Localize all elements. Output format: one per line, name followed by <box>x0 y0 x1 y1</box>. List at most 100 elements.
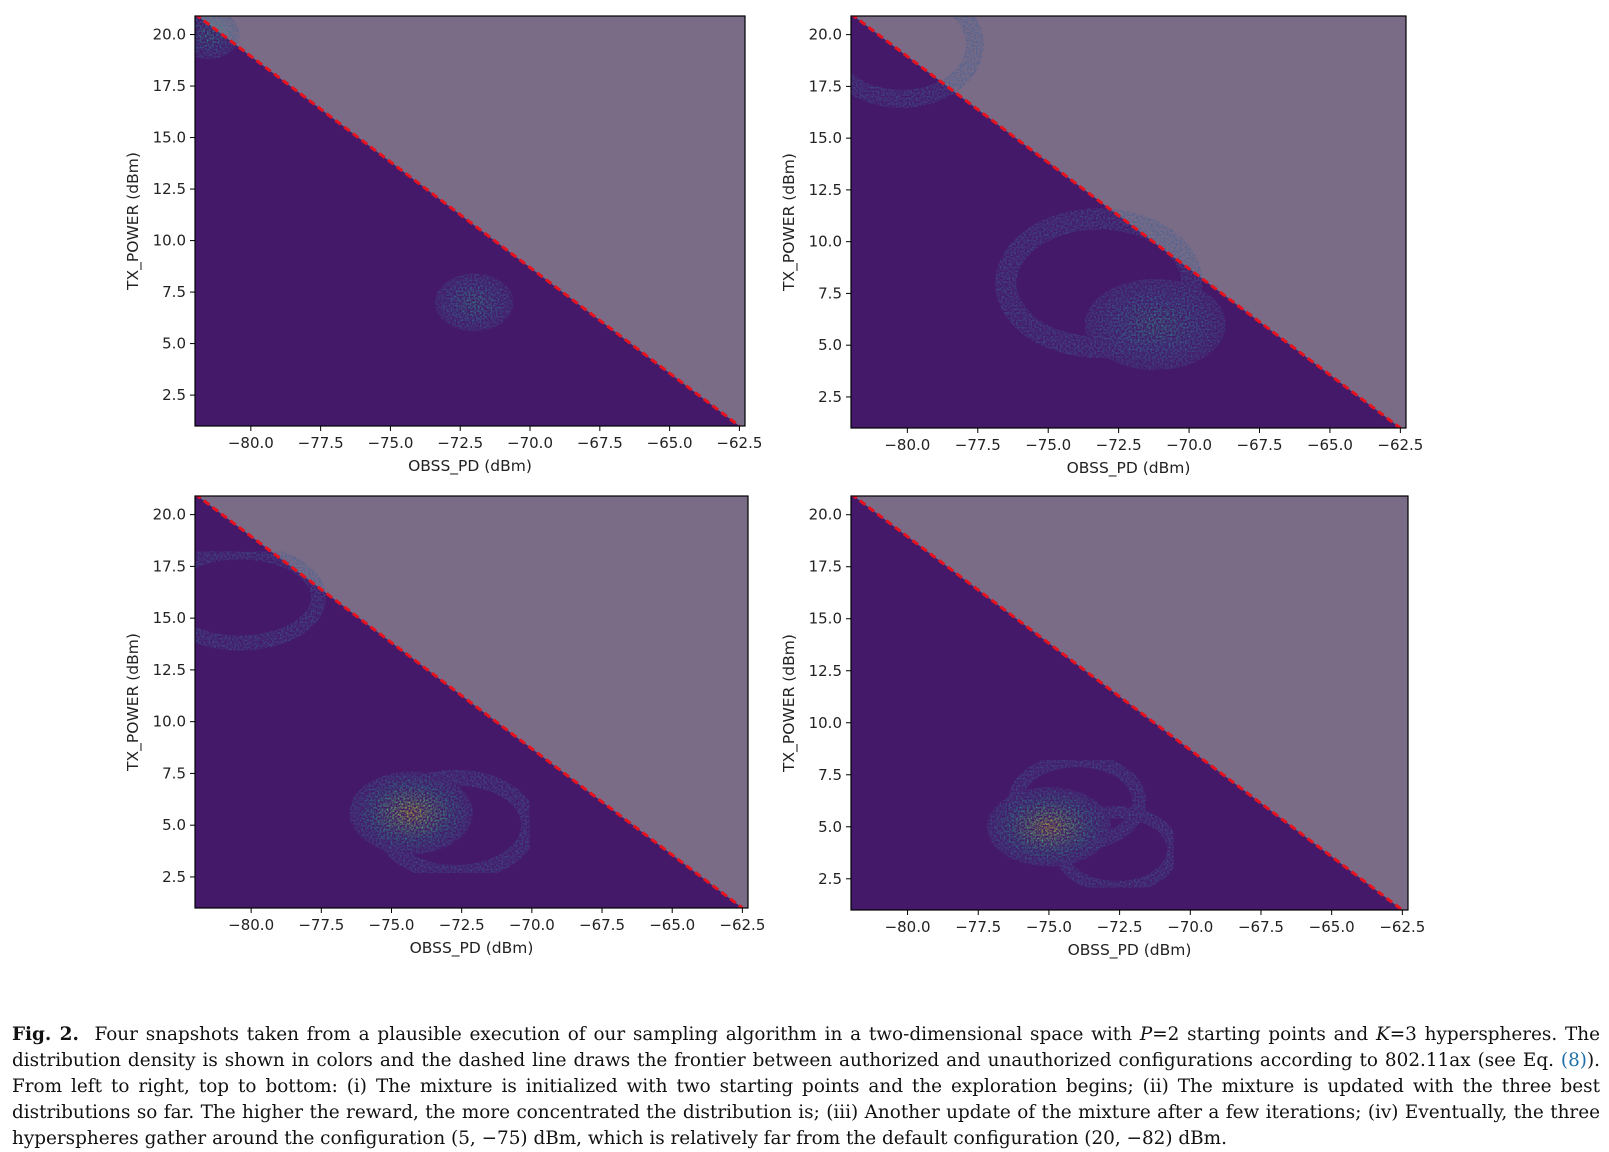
distribution-blob-1 <box>195 16 240 60</box>
x-tick-label: −75.0 <box>369 916 415 934</box>
y-tick-label: 5.0 <box>818 818 842 836</box>
x-tick-label: −75.0 <box>1025 436 1071 454</box>
y-tick-label: 5.0 <box>162 335 186 353</box>
equation-link[interactable]: (8) <box>1560 1050 1587 1071</box>
plot-area <box>851 496 1408 910</box>
density-layer <box>986 753 1180 894</box>
caption-p-var: P <box>1139 1024 1153 1045</box>
x-tick-label: −70.0 <box>1166 436 1212 454</box>
axes-frame <box>850 15 1407 429</box>
x-tick-label: −65.0 <box>649 916 695 934</box>
y-tick-label: 15.0 <box>809 610 842 628</box>
chart-panel-4: −80.0 −77.5 −75.0 −72.5 −70.0 −67.5 −65.0 −62.5… <box>780 495 1425 960</box>
axes-frame <box>194 15 746 427</box>
frontier-line <box>195 16 741 426</box>
x-tick-label: −80.0 <box>885 918 931 936</box>
distribution-blob-3 <box>986 787 1112 867</box>
x-tick-label: −67.5 <box>1238 918 1284 936</box>
x-tick-label: −77.5 <box>955 918 1001 936</box>
frontier-line <box>851 496 1404 910</box>
y-axis-label: TX_POWER (dBm) <box>124 152 143 291</box>
y-tick-label: 20.0 <box>153 506 186 524</box>
caption-label: Fig. 2. <box>12 1024 79 1045</box>
x-tick-label: −65.0 <box>1307 436 1353 454</box>
distribution-blob-3 <box>1084 278 1226 371</box>
y-tick-label: 12.5 <box>809 662 842 680</box>
distribution-ring-1 <box>195 544 327 651</box>
plot-area <box>195 496 748 908</box>
x-tick-label: −80.0 <box>884 436 930 454</box>
x-tick-label: −75.0 <box>1026 918 1072 936</box>
x-tick-label: −62.5 <box>1377 436 1423 454</box>
density-layer <box>195 544 537 881</box>
x-tick-label: −62.5 <box>1379 918 1425 936</box>
y-tick-label: 20.0 <box>809 26 842 44</box>
y-tick-label: 7.5 <box>162 764 186 782</box>
axes-frame <box>194 495 749 909</box>
y-tick-label: 2.5 <box>818 388 842 406</box>
y-tick-label: 15.0 <box>809 129 842 147</box>
distribution-blob-2 <box>435 273 514 332</box>
unauthorized-region <box>197 496 748 908</box>
plot-area <box>851 16 1406 428</box>
y-tick-label: 15.0 <box>153 129 186 147</box>
x-tick-label: −67.5 <box>1237 436 1283 454</box>
y-tick-label: 12.5 <box>809 181 842 199</box>
density-layer <box>195 16 514 332</box>
x-tick-label: −65.0 <box>1309 918 1355 936</box>
y-tick-label: 7.5 <box>818 284 842 302</box>
caption-k-val: =3 hyperspheres. The distribution densit… <box>12 1024 1601 1071</box>
y-tick-label: 2.5 <box>818 870 842 888</box>
y-tick-label: 2.5 <box>162 868 186 886</box>
y-tick-label: 10.0 <box>153 713 186 731</box>
y-tick-label: 10.0 <box>153 232 186 250</box>
axes-frame <box>850 495 1409 911</box>
frontier-line <box>851 16 1402 428</box>
chart-panel-2: −80.0 −77.5 −75.0 −72.5 −70.0 −67.5 −65.0 −62.5… <box>780 15 1423 478</box>
x-tick-label: −80.0 <box>228 434 274 452</box>
y-tick-label: 12.5 <box>153 661 186 679</box>
y-tick-label: 15.0 <box>153 609 186 627</box>
y-tick-label: 10.0 <box>809 233 842 251</box>
figure-caption: Fig. 2. Four snapshots taken from a plau… <box>12 1022 1600 1152</box>
y-axis-label: TX_POWER (dBm) <box>780 634 799 773</box>
x-tick-label: −70.0 <box>507 434 553 452</box>
distribution-blob-3 <box>349 771 473 855</box>
y-tick-label: 2.5 <box>162 386 186 404</box>
x-tick-label: −72.5 <box>439 916 485 934</box>
x-tick-label: −62.5 <box>716 434 762 452</box>
y-tick-label: 5.0 <box>818 336 842 354</box>
y-tick-label: 17.5 <box>809 558 842 576</box>
x-axis-label: OBSS_PD (dBm) <box>410 939 534 958</box>
caption-p-val: =2 starting points and <box>1152 1024 1376 1045</box>
caption-k-var: K <box>1375 1024 1390 1045</box>
y-tick-label: 7.5 <box>162 283 186 301</box>
x-tick-label: −77.5 <box>298 916 344 934</box>
y-tick-label: 20.0 <box>809 506 842 524</box>
x-axis-label: OBSS_PD (dBm) <box>1067 459 1191 478</box>
x-tick-label: −77.5 <box>298 434 344 452</box>
x-axis-label: OBSS_PD (dBm) <box>1068 941 1192 960</box>
y-tick-label: 5.0 <box>162 816 186 834</box>
y-tick-label: 20.0 <box>153 26 186 44</box>
x-tick-label: −62.5 <box>719 916 765 934</box>
x-tick-label: −70.0 <box>1167 918 1213 936</box>
x-tick-label: −72.5 <box>1097 918 1143 936</box>
y-tick-label: 10.0 <box>809 714 842 732</box>
caption-text-2: ). From left to right, top to bottom: (i… <box>12 1050 1600 1149</box>
plot-area <box>195 16 745 426</box>
distribution-ring-1 <box>851 16 984 108</box>
x-tick-label: −77.5 <box>955 436 1001 454</box>
x-axis-label: OBSS_PD (dBm) <box>408 457 532 476</box>
x-tick-label: −72.5 <box>437 434 483 452</box>
caption-text-1: Four snapshots taken from a plausible ex… <box>94 1024 1140 1045</box>
frontier-line <box>195 496 744 908</box>
chart-panel-1: −80.0 −77.5 −75.0 −72.5 −70.0 −67.5 −65.0 −62.5… <box>124 15 762 476</box>
x-tick-label: −75.0 <box>367 434 413 452</box>
density-layer <box>851 16 1226 371</box>
chart-panel-3: −80.0 −77.5 −75.0 −72.5 −70.0 −67.5 −65.0 −62.5… <box>124 495 765 958</box>
x-tick-label: −67.5 <box>579 916 625 934</box>
unauthorized-region <box>197 16 745 426</box>
x-tick-label: −70.0 <box>509 916 555 934</box>
y-tick-label: 12.5 <box>153 180 186 198</box>
